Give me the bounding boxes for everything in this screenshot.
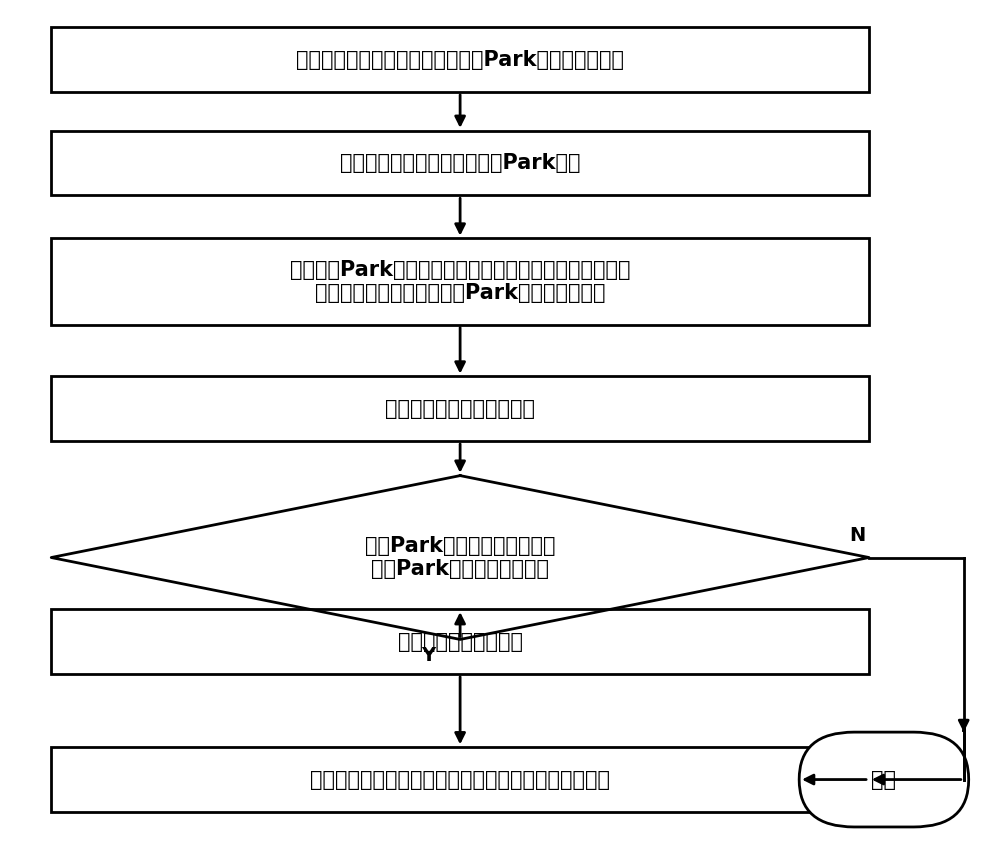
Bar (51, 747, 869, 812)
Text: N: N (849, 526, 865, 545)
Text: Y: Y (421, 646, 435, 665)
Bar (51, 376, 869, 441)
Bar (51, 131, 869, 195)
Text: 预先为待容错变流器各相设置电流Park矢量特征基准值: 预先为待容错变流器各相设置电流Park矢量特征基准值 (296, 49, 624, 69)
Text: 求出电流Park矢量相位的绝对值，将得到的绝对值依次进
行求导、求绝对值得到电流Park矢量特征实测值: 求出电流Park矢量相位的绝对值，将得到的绝对值依次进 行求导、求绝对值得到电流… (290, 260, 630, 304)
Text: 结束: 结束 (871, 770, 896, 790)
Text: 获取待容错变流器各相的电流Park矢量: 获取待容错变流器各相的电流Park矢量 (340, 153, 580, 173)
Text: 针对待容错变流器发生开路故障的故障相进行容错控制: 针对待容错变流器发生开路故障的故障相进行容错控制 (310, 770, 610, 790)
Bar (51, 28, 869, 92)
Text: 针对待容错变流器的每一相: 针对待容错变流器的每一相 (385, 399, 535, 419)
FancyBboxPatch shape (799, 732, 969, 827)
Polygon shape (51, 476, 869, 639)
Text: 电流Park矢量特征实测值超过
电流Park矢量特征基准值？: 电流Park矢量特征实测值超过 电流Park矢量特征基准值？ (365, 536, 555, 580)
Bar (51, 239, 869, 324)
Text: 判定该相发生开路故障: 判定该相发生开路故障 (398, 631, 523, 651)
Bar (51, 609, 869, 674)
